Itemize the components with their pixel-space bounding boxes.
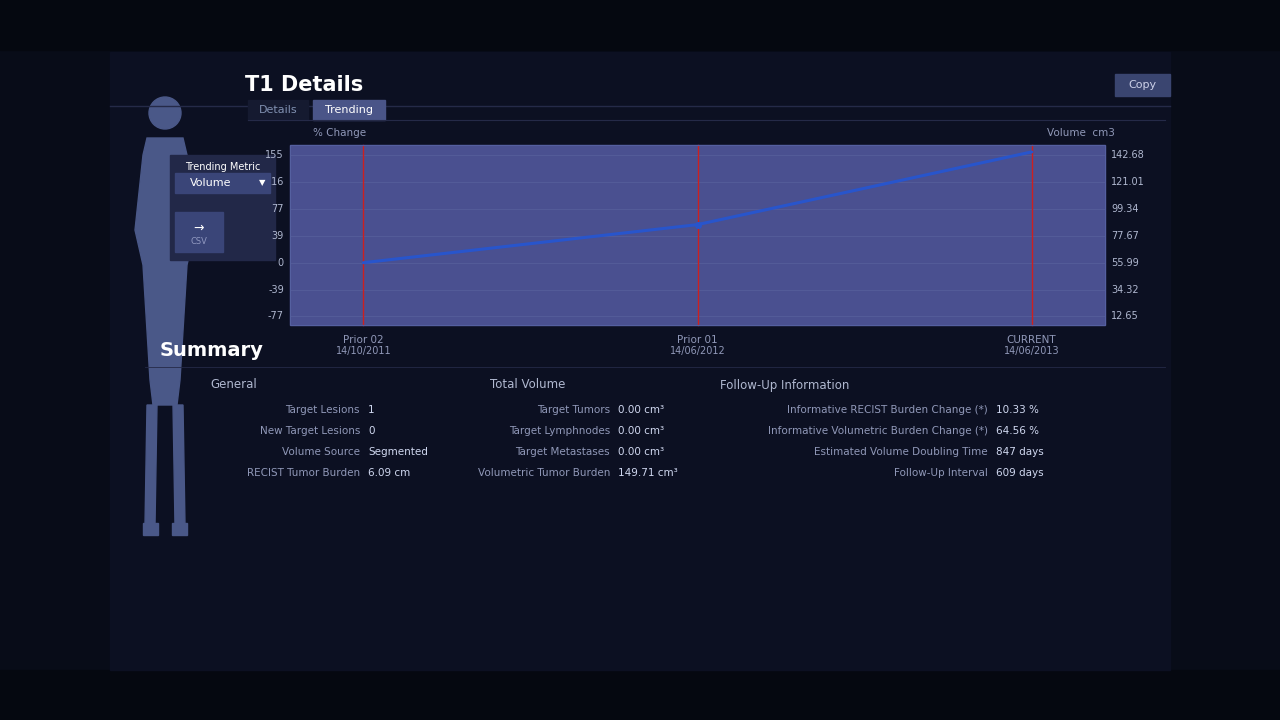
- Text: 155: 155: [265, 150, 284, 161]
- Bar: [314, 100, 385, 120]
- Text: Volumetric Tumor Burden: Volumetric Tumor Burden: [477, 468, 611, 478]
- Bar: [172, 523, 187, 535]
- Text: -77: -77: [268, 311, 284, 321]
- Text: 14/10/2011: 14/10/2011: [335, 346, 392, 356]
- Text: 116: 116: [266, 177, 284, 187]
- Text: →: →: [193, 222, 205, 235]
- Bar: [0, 0, 1280, 50]
- Text: Trending Metric: Trending Metric: [184, 162, 260, 172]
- Text: Informative Volumetric Burden Change (*): Informative Volumetric Burden Change (*): [768, 426, 988, 436]
- Text: 77: 77: [271, 204, 284, 215]
- Bar: [175, 173, 270, 193]
- Text: RECIST Tumor Burden: RECIST Tumor Burden: [247, 468, 360, 478]
- Bar: [143, 523, 157, 535]
- Bar: [248, 100, 308, 120]
- Text: 121.01: 121.01: [1111, 177, 1144, 187]
- Text: Target Lesions: Target Lesions: [285, 405, 360, 415]
- Text: -39: -39: [269, 284, 284, 294]
- Text: 39: 39: [271, 230, 284, 240]
- Text: Segmented: Segmented: [369, 447, 428, 457]
- Text: 0: 0: [278, 258, 284, 268]
- Text: 0.00 cm³: 0.00 cm³: [618, 426, 664, 436]
- Text: T1 Details: T1 Details: [244, 75, 364, 95]
- Text: 847 days: 847 days: [996, 447, 1043, 457]
- Text: Trending: Trending: [325, 105, 372, 115]
- Polygon shape: [145, 405, 157, 525]
- Text: 0: 0: [369, 426, 375, 436]
- Text: Copy: Copy: [1129, 80, 1157, 90]
- Text: 0.00 cm³: 0.00 cm³: [618, 405, 664, 415]
- Text: Volume: Volume: [191, 178, 232, 188]
- Text: Volume Source: Volume Source: [282, 447, 360, 457]
- Text: ▼: ▼: [259, 179, 265, 187]
- Text: Target Lymphnodes: Target Lymphnodes: [508, 426, 611, 436]
- Text: Total Volume: Total Volume: [490, 379, 566, 392]
- Bar: [291, 145, 1105, 325]
- Text: CSV: CSV: [191, 238, 207, 246]
- Text: General: General: [210, 379, 257, 392]
- Text: Estimated Volume Doubling Time: Estimated Volume Doubling Time: [814, 447, 988, 457]
- Text: Target Metastases: Target Metastases: [516, 447, 611, 457]
- Text: Follow-Up Interval: Follow-Up Interval: [895, 468, 988, 478]
- Text: 55.99: 55.99: [1111, 258, 1139, 268]
- Text: CURRENT: CURRENT: [1007, 335, 1056, 345]
- Text: 6.09 cm: 6.09 cm: [369, 468, 411, 478]
- Polygon shape: [173, 405, 186, 525]
- Text: 12.65: 12.65: [1111, 311, 1139, 321]
- Text: Prior 02: Prior 02: [343, 335, 384, 345]
- Text: 609 days: 609 days: [996, 468, 1043, 478]
- Bar: [291, 145, 1105, 325]
- Text: 149.71 cm³: 149.71 cm³: [618, 468, 677, 478]
- Bar: [0, 670, 1280, 720]
- Text: 34.32: 34.32: [1111, 284, 1139, 294]
- Text: Prior 01: Prior 01: [677, 335, 718, 345]
- Text: 14/06/2013: 14/06/2013: [1004, 346, 1060, 356]
- Text: Follow-Up Information: Follow-Up Information: [719, 379, 850, 392]
- Text: Details: Details: [259, 105, 297, 115]
- Text: % Change: % Change: [314, 128, 366, 138]
- Text: Summary: Summary: [160, 341, 264, 359]
- Text: 64.56 %: 64.56 %: [996, 426, 1039, 436]
- Text: 77.67: 77.67: [1111, 230, 1139, 240]
- Polygon shape: [134, 138, 195, 405]
- Text: Target Tumors: Target Tumors: [536, 405, 611, 415]
- Text: 14/06/2012: 14/06/2012: [669, 346, 726, 356]
- Text: Informative RECIST Burden Change (*): Informative RECIST Burden Change (*): [787, 405, 988, 415]
- Text: Volume  cm3: Volume cm3: [1047, 128, 1115, 138]
- Bar: [110, 52, 1170, 670]
- Text: New Target Lesions: New Target Lesions: [260, 426, 360, 436]
- Bar: [175, 212, 223, 252]
- Bar: [170, 155, 275, 260]
- Text: 142.68: 142.68: [1111, 150, 1144, 161]
- Text: 10.33 %: 10.33 %: [996, 405, 1039, 415]
- Text: 0.00 cm³: 0.00 cm³: [618, 447, 664, 457]
- Text: 99.34: 99.34: [1111, 204, 1138, 215]
- Text: 1: 1: [369, 405, 375, 415]
- Circle shape: [148, 97, 180, 129]
- Bar: [1115, 74, 1170, 96]
